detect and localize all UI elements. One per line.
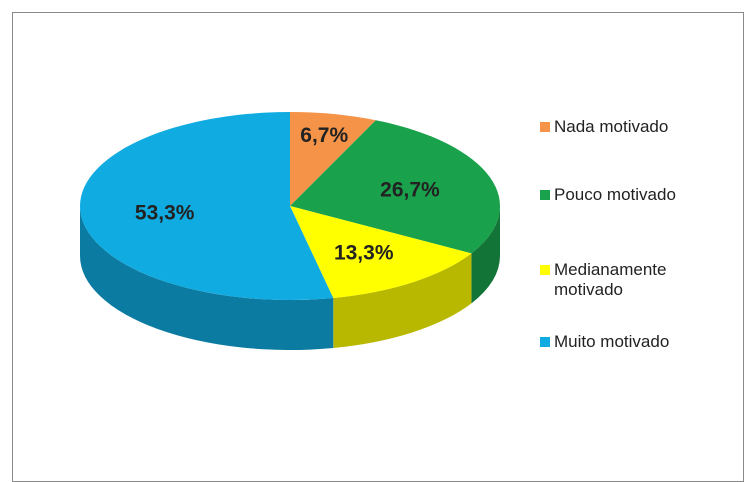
pie-slice — [290, 112, 376, 206]
pie-side — [471, 206, 500, 304]
pie-slice — [290, 206, 472, 298]
legend-swatch — [540, 337, 550, 347]
pie-slice — [79, 112, 334, 300]
pie-plot: 6,7% 26,7% 13,3% 53,3% — [79, 112, 500, 350]
legend-label: Pouco motivado — [554, 185, 676, 204]
pie-slice — [290, 120, 500, 254]
data-label: 6,7% — [300, 124, 348, 147]
chart: 6,7% 26,7% 13,3% 53,3% Nada motivado Pouco m… — [12, 12, 744, 482]
legend-item: Pouco motivado — [540, 185, 720, 205]
legend-label: Muito motivado — [554, 332, 670, 351]
legend-swatch — [540, 122, 550, 132]
legend-label: Medianamente motivado — [554, 260, 667, 299]
body: {"chart_data": {"type": "pie", "categori… — [12, 12, 744, 482]
legend-swatch — [540, 265, 550, 275]
legend-swatch — [540, 190, 550, 200]
legend-item: Muito motivado — [540, 332, 720, 352]
data-label: 53,3% — [135, 201, 195, 224]
pie-side — [80, 206, 334, 350]
data-label: 13,3% — [334, 241, 394, 264]
page: body { margin: 0; width: 756px; height: … — [12, 12, 744, 482]
legend-label: Nada motivado — [554, 117, 669, 136]
legend-item: Nada motivado — [540, 117, 720, 137]
legend-item: Medianamente motivado — [540, 260, 720, 300]
data-label: 26,7% — [380, 178, 440, 201]
pie-side — [333, 253, 472, 348]
